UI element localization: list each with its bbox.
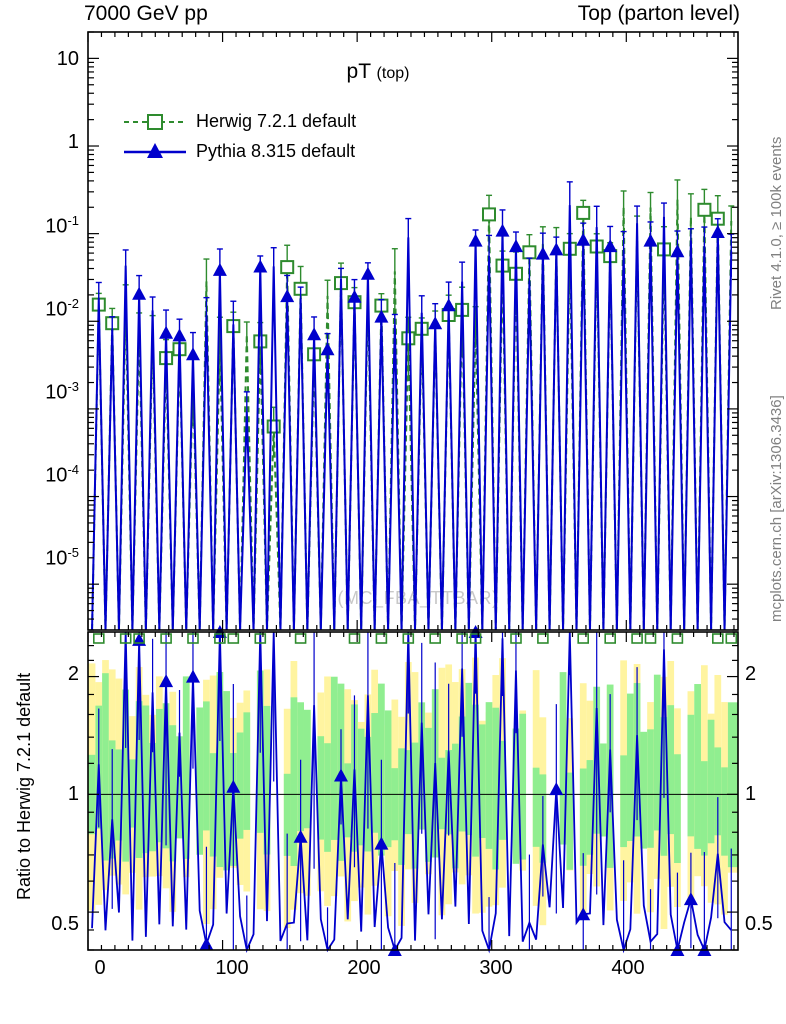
legend-key-pythia-icon (124, 143, 186, 158)
y-tick-label-1e0: 1 (67, 131, 79, 153)
legend-label-pythia: Pythia 8.315 default (196, 141, 356, 161)
plot-title-main: pT (346, 60, 371, 83)
ratio-panel-data (91, 625, 738, 956)
ratio-y-tick-label-2-right: 2 (745, 663, 757, 685)
legend-label-herwig: Herwig 7.2.1 default (196, 111, 357, 131)
x-tick-label-100: 100 (215, 957, 249, 979)
axis-ticks (87, 31, 738, 951)
x-tick-label-400: 400 (611, 957, 645, 979)
legend-key-herwig-icon (124, 114, 186, 130)
header-left-label: 7000 GeV pp (84, 2, 208, 25)
ratio-y-tick-label-05-left: 0.5 (51, 913, 79, 935)
y-tick-label-1em3: 10-3 (45, 379, 79, 404)
x-tick-label-0: 0 (94, 957, 106, 979)
analysis-watermark: (MC_FBA_TTBAR) (337, 588, 499, 608)
ratio-y-tick-label-1-left: 1 (67, 783, 79, 805)
x-tick-label-200: 200 (347, 957, 381, 979)
axis-frames (87, 31, 739, 951)
x-tick-label-300: 300 (479, 957, 513, 979)
plot-title-sub: (top) (376, 65, 410, 82)
page-title: pT (top) (347, 60, 410, 84)
main-panel-data (91, 179, 735, 631)
y-tick-label-1e1: 10 (56, 48, 79, 70)
header-right-label: Top (parton level) (577, 2, 740, 25)
y-tick-label-1em1: 10-1 (45, 213, 79, 238)
ratio-y-tick-label-05-right: 0.5 (745, 913, 773, 935)
y-tick-label-1em2: 10-2 (45, 296, 79, 321)
y-tick-label-1em4: 10-4 (45, 462, 79, 487)
ratio-y-tick-label-1-right: 1 (745, 783, 757, 805)
y-tick-label-1em5: 10-5 (45, 545, 79, 570)
ratio-y-tick-label-2-left: 2 (67, 663, 79, 685)
